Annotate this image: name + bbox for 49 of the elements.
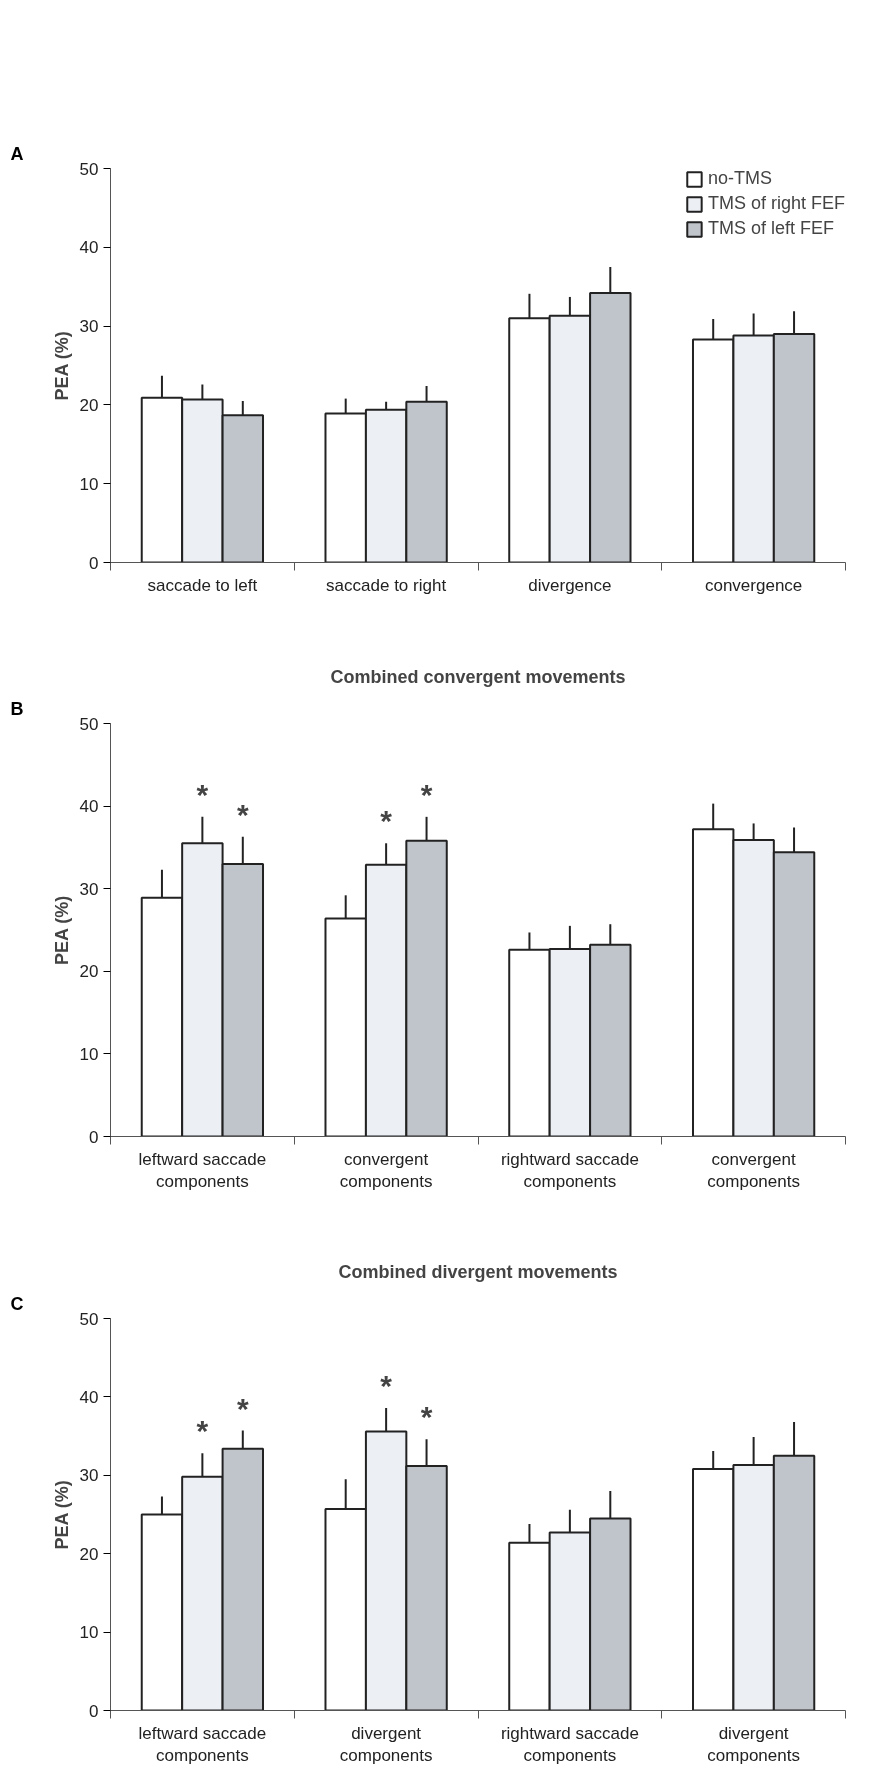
y-axis-title: PEA (%) (51, 1480, 72, 1550)
y-tick-label: 30 (79, 317, 99, 337)
y-tick-label: 0 (89, 1127, 99, 1147)
y-tick-label: 10 (79, 1623, 99, 1643)
x-tick-label: saccade to right (326, 575, 447, 595)
text: A (10, 143, 24, 164)
x-tick-label: divergent components (707, 1723, 800, 1766)
y-tick-label: 10 (79, 1044, 99, 1064)
x-tick-label: divergent components (339, 1723, 433, 1766)
y-tick-label: 50 (79, 159, 99, 179)
data-label: * (196, 777, 209, 811)
data-label: * (196, 1414, 209, 1448)
legend-label: TMS of right FEF (707, 193, 845, 214)
data-label: * (380, 804, 393, 838)
y-tick-label: 30 (79, 1466, 99, 1486)
y-tick-label: 30 (79, 879, 99, 899)
y-tick-label: 50 (79, 714, 99, 734)
x-tick-label: leftward saccade components (138, 1149, 267, 1192)
chart-title: Combined divergent movements (338, 1261, 618, 1282)
data-label: * (380, 1368, 393, 1402)
data-label: * (420, 777, 433, 811)
y-axis-title: PEA (%) (51, 331, 72, 401)
y-tick-label: 10 (79, 474, 99, 494)
legend-label: no-TMS (707, 168, 772, 189)
y-tick-label: 50 (79, 1309, 99, 1329)
x-tick-label: leftward saccade components (138, 1723, 267, 1766)
y-tick-label: 20 (79, 1544, 99, 1564)
text: B (10, 698, 24, 719)
y-tick-label: 20 (79, 962, 99, 982)
chart-title: Combined convergent movements (330, 666, 626, 687)
y-axis-title: PEA (%) (51, 895, 72, 965)
legend-label: TMS of left FEF (707, 218, 834, 239)
data-label: * (236, 1391, 249, 1425)
x-tick-label: saccade to left (147, 575, 258, 595)
data-label: * (236, 797, 249, 831)
data-label: * (420, 1400, 433, 1434)
y-tick-label: 40 (79, 797, 99, 817)
x-tick-label: rightward saccade components (500, 1723, 639, 1766)
x-tick-label: convergence (704, 575, 803, 595)
y-tick-label: 40 (79, 1387, 99, 1407)
y-tick-label: 0 (89, 1701, 99, 1721)
x-tick-label: convergent components (339, 1149, 433, 1192)
x-tick-label: rightward saccade components (500, 1149, 639, 1192)
text: C (10, 1293, 24, 1314)
x-tick-label: divergence (528, 575, 612, 595)
x-tick-label: convergent components (707, 1149, 800, 1192)
y-tick-label: 20 (79, 395, 99, 415)
y-tick-label: 0 (89, 553, 99, 573)
y-tick-label: 40 (79, 238, 99, 258)
